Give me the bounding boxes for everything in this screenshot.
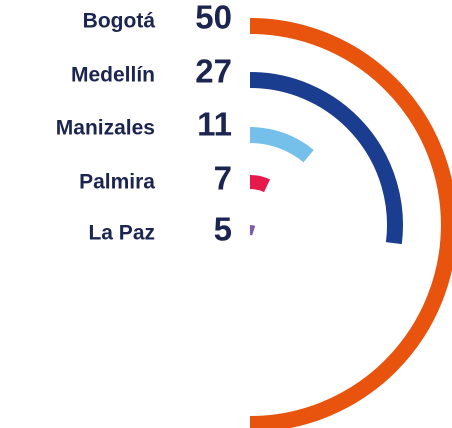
category-label: Manizales [56,117,155,140]
category-label: La Paz [88,222,155,245]
arc-bar [249,72,403,245]
value-label: 27 [195,53,232,90]
category-label: Bogotá [83,10,156,33]
value-label: 11 [197,106,232,143]
arc-bar [249,175,271,193]
value-label: 7 [214,160,232,197]
value-label: 50 [195,0,232,36]
value-label: 5 [214,211,232,248]
arc-bar [249,225,256,236]
category-label: Palmira [79,171,155,194]
category-label: Medellín [71,64,155,87]
arc-bar [249,127,314,163]
arc-bar [249,18,452,428]
